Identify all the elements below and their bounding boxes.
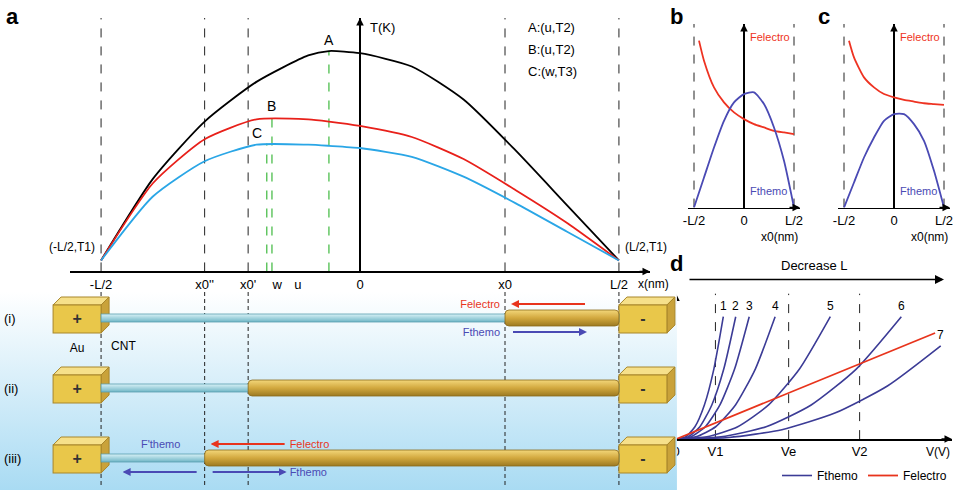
svg-text:+: + — [72, 310, 81, 327]
svg-text:Felectro: Felectro — [460, 298, 500, 310]
svg-text:x0'': x0'' — [195, 277, 214, 292]
svg-text:d: d — [670, 251, 683, 276]
svg-text:C:(w,T3): C:(w,T3) — [528, 64, 577, 79]
svg-text:Au: Au — [70, 341, 85, 355]
svg-text:Felectro: Felectro — [903, 469, 947, 483]
svg-text:0: 0 — [740, 213, 747, 228]
svg-text:Ve: Ve — [781, 444, 796, 459]
svg-text:C: C — [252, 125, 262, 141]
svg-text:+: + — [72, 450, 81, 467]
svg-text:0: 0 — [356, 277, 363, 292]
svg-text:Fthemo: Fthemo — [817, 469, 858, 483]
svg-text:x(nm): x(nm) — [638, 277, 669, 291]
svg-text:CNT: CNT — [111, 339, 136, 353]
svg-text:Felectro: Felectro — [750, 31, 790, 43]
svg-text:-: - — [640, 310, 645, 327]
svg-text:(-L/2,T1): (-L/2,T1) — [49, 240, 95, 254]
svg-text:V2: V2 — [852, 444, 868, 459]
svg-text:x0(nm): x0(nm) — [761, 230, 798, 244]
svg-text:V1: V1 — [707, 444, 723, 459]
svg-text:c: c — [818, 4, 830, 29]
svg-text:1: 1 — [720, 299, 727, 313]
svg-text:(ii): (ii) — [4, 381, 18, 396]
svg-text:(i): (i) — [4, 311, 16, 326]
svg-text:-L/2: -L/2 — [683, 213, 705, 228]
svg-text:0: 0 — [890, 213, 897, 228]
svg-text:a: a — [6, 4, 19, 29]
svg-text:3: 3 — [746, 299, 753, 313]
svg-text:7: 7 — [937, 328, 944, 342]
svg-text:V(V): V(V) — [926, 445, 950, 459]
svg-text:x0(nm): x0(nm) — [911, 230, 948, 244]
svg-text:-L/2: -L/2 — [90, 277, 112, 292]
svg-text:x0: x0 — [498, 277, 512, 292]
svg-text:Fthemo: Fthemo — [290, 466, 327, 478]
svg-text:6: 6 — [898, 299, 905, 313]
svg-text:+: + — [72, 380, 81, 397]
svg-text:u: u — [294, 277, 301, 292]
svg-text:Fthemo: Fthemo — [900, 185, 937, 197]
svg-text:L/2: L/2 — [785, 213, 803, 228]
svg-text:L/2: L/2 — [610, 277, 628, 292]
svg-text:F'themo: F'themo — [141, 438, 180, 450]
svg-text:A:(u,T2): A:(u,T2) — [528, 20, 575, 35]
svg-text:w: w — [271, 277, 282, 292]
svg-text:Felectro: Felectro — [900, 31, 940, 43]
svg-text:2: 2 — [732, 299, 739, 313]
svg-text:T(K): T(K) — [370, 20, 395, 35]
svg-text:(iii): (iii) — [4, 451, 21, 466]
svg-text:Fthemo: Fthemo — [750, 185, 787, 197]
svg-text:-L/2: -L/2 — [833, 213, 855, 228]
svg-text:A: A — [324, 32, 334, 48]
svg-text:Fthemo: Fthemo — [463, 326, 500, 338]
svg-text:L/2: L/2 — [935, 213, 953, 228]
svg-text:B: B — [267, 98, 276, 114]
svg-text:(L/2,T1): (L/2,T1) — [625, 240, 667, 254]
svg-text:-: - — [640, 450, 645, 467]
svg-text:5: 5 — [827, 299, 834, 313]
svg-text:4: 4 — [772, 299, 779, 313]
svg-text:-: - — [640, 380, 645, 397]
svg-text:Decrease L: Decrease L — [781, 258, 847, 273]
svg-text:Felectro: Felectro — [290, 438, 330, 450]
svg-text:x0': x0' — [240, 277, 256, 292]
svg-text:0: 0 — [672, 444, 679, 459]
svg-text:B:(u,T2): B:(u,T2) — [528, 42, 575, 57]
svg-text:b: b — [670, 4, 683, 29]
